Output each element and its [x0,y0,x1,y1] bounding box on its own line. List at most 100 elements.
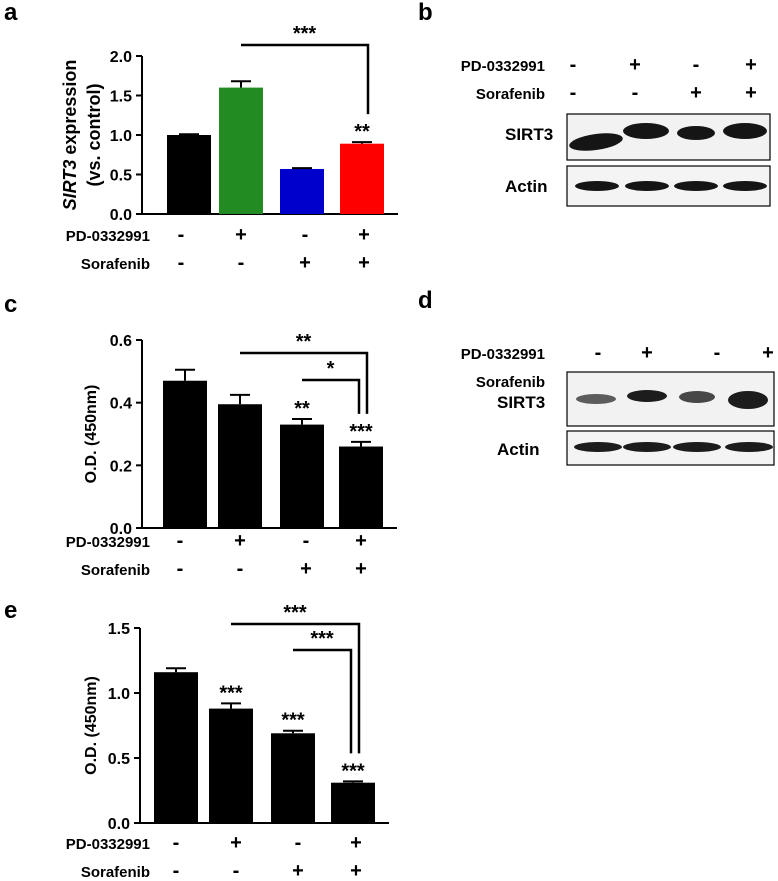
sign-pd-d-1: - [595,342,602,364]
bracket-e-2 [293,648,353,754]
y-tick-label-a-0: 0.0 [110,207,132,224]
blot-d-sirt3-band-1 [576,394,616,404]
blot-b-sirt3-band-1 [569,133,623,151]
condition-label-pd-e: PD-0332991 [66,836,150,853]
sign-pd-b-1: - [570,54,577,76]
bar-stars-e-4: *** [341,760,365,782]
condition-label-sorafenib-e: Sorafenib [81,864,150,881]
y-axis-label-c: O.D. (450nm) [83,385,100,484]
bracket-c-1 [240,351,369,414]
sign-pd-a-4: + [358,224,370,246]
sign-pd-c-3: - [303,530,310,552]
blot-b-row-label-sirt3: SIRT3 [505,125,553,144]
bar-stars-c-4: *** [349,421,373,443]
bar-c-1 [163,380,207,528]
blot-d-actin-band-3 [673,442,721,452]
sign-sorafenib-e-4: + [350,860,362,881]
sign-pd-c-4: + [355,530,367,552]
bar-c-4 [339,446,383,528]
chart-a: 0.0 0.5 1.0 1.5 2.0 SIRT3 expression (vs. cont… [60,23,398,224]
condition-label-sorafenib-b: Sorafenib [476,86,545,103]
bracket-label-c-1: ** [296,331,312,353]
y-tick-label-c-2: 0.4 [110,396,132,413]
conditions-e: PD-0332991 Sorafenib - - + - - + + + [66,832,362,881]
y-axis-label-line2-a: (vs. control) [84,83,104,186]
y-axis-label-rest: expression [60,60,80,160]
bar-c-2 [218,404,262,528]
sign-sorafenib-b-3: + [690,82,702,104]
sign-sorafenib-b-4: + [745,82,757,104]
panel-letter-c: c [4,291,17,318]
bracket-e-1 [231,622,361,754]
y-tick-label-a-1: 0.5 [110,168,132,185]
condition-label-sorafenib-a: Sorafenib [81,256,150,273]
y-tick-label-e-1: 0.5 [108,751,130,768]
conditions-c: PD-0332991 Sorafenib - - + - - + + + [66,530,367,580]
y-tick-label-a-3: 1.5 [110,89,132,106]
sign-pd-b-2: + [629,54,641,76]
blot-d-sirt3-band-3 [679,391,715,403]
condition-label-pd-b: PD-0332991 [461,58,545,75]
bar-a-3 [280,168,324,214]
sign-sorafenib-a-3: + [299,252,311,274]
blot-b-actin-band-3 [674,181,718,191]
condition-label-sorafenib-d: Sorafenib [476,374,545,391]
sign-pd-a-3: - [302,224,309,246]
sign-pd-d-2: + [641,342,653,364]
sign-pd-a-1: - [178,224,185,246]
sign-pd-e-1: - [173,832,180,854]
bracket-a-1 [241,43,370,115]
bar-e-3 [271,733,315,823]
blot-b-row-label-actin: Actin [505,177,548,196]
sign-sorafenib-a-4: + [358,252,370,274]
sign-pd-b-4: + [745,54,757,76]
y-tick-label-c-3: 0.6 [110,333,132,350]
y-tick-label-e-3: 1.5 [108,621,130,638]
bar-e-4 [331,782,375,823]
panel-letter-b: b [418,0,433,26]
blot-d-actin-band-1 [574,442,622,452]
sign-sorafenib-a-2: - [238,252,245,274]
bracket-label-e-1: *** [283,602,307,624]
sign-sorafenib-b-1: - [570,82,577,104]
y-tick-label-e-2: 1.0 [108,686,130,703]
blot-d-row-label-sirt3: SIRT3 [497,393,545,412]
sign-sorafenib-c-3: + [300,558,312,580]
y-axis-label-a: SIRT3 expression [60,60,80,211]
bracket-label-a-1: *** [293,23,317,45]
bracket-label-e-2: *** [310,628,334,650]
bar-e-2 [209,708,253,823]
conditions-b: PD-0332991 Sorafenib - - + - - + + + [461,54,757,104]
bar-stars-a-4: ** [354,121,370,143]
blot-b-sirt3-band-3 [677,126,715,140]
sign-pd-d-4: + [762,342,774,364]
bar-e-1 [154,672,198,823]
y-axis-label-e: O.D. (450nm) [83,676,100,775]
blot-b: SIRT3 Actin [505,113,771,207]
bar-a-4 [340,143,384,214]
sign-pd-a-2: + [235,224,247,246]
blot-b-actin-band-1 [575,181,619,191]
y-tick-label-c-0: 0.0 [110,521,132,538]
y-tick-label-e-0: 0.0 [108,816,130,833]
sign-pd-e-4: + [350,832,362,854]
y-tick-label-c-1: 0.2 [110,458,132,475]
sign-sorafenib-b-2: - [632,82,639,104]
blot-b-sirt3-band-4 [723,123,767,139]
bar-stars-e-2: *** [219,682,243,704]
condition-label-sorafenib-c: Sorafenib [81,562,150,579]
bar-stars-e-3: *** [281,710,305,732]
sign-sorafenib-e-3: + [292,860,304,881]
sign-sorafenib-a-1: - [178,252,185,274]
sign-pd-e-2: + [230,832,242,854]
blot-d-sirt3-band-4 [728,391,768,409]
blot-b-actin-band-2 [625,181,669,191]
sign-sorafenib-c-2: - [237,558,244,580]
panel-letter-e: e [4,597,17,624]
sign-pd-c-1: - [177,530,184,552]
sign-pd-d-3: - [714,342,721,364]
blot-d-actin-band-2 [623,442,671,452]
y-tick-label-a-4: 2.0 [110,49,132,66]
blot-b-actin-band-4 [723,181,767,191]
